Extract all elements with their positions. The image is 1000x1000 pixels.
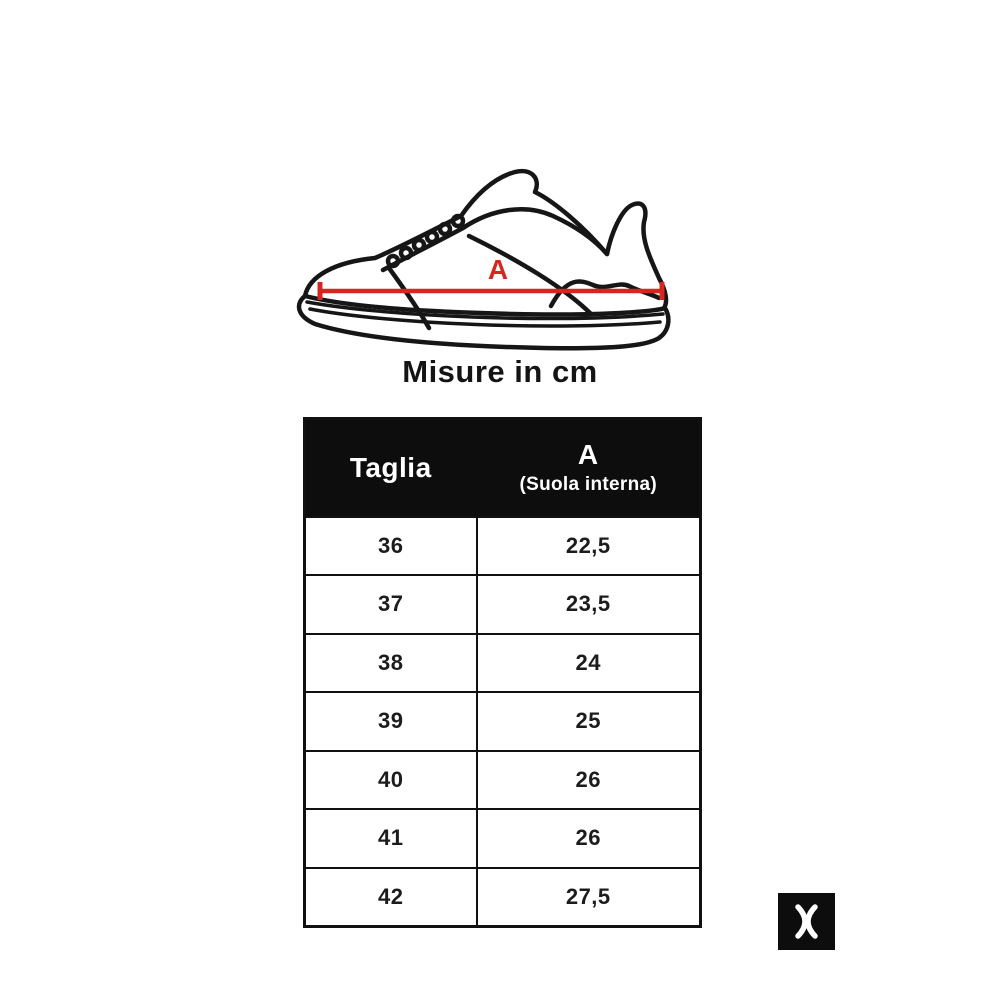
header-cell-taglia: Taglia [303,417,478,518]
figure-caption: Misure in cm [402,354,598,389]
value-cell: 27,5 [475,866,702,927]
value-cell: 24 [475,632,702,693]
shoe-diagram: A [293,158,707,360]
table-row: 41 26 [303,808,702,869]
value-cell: 25 [475,691,702,752]
table-header-row: Taglia A (Suola interna) [303,417,702,518]
value-cell: 23,5 [475,574,702,635]
value-cell: 26 [475,749,702,810]
collar-seam [460,207,610,257]
size-cell: 41 [303,808,478,869]
header-label-a: A [577,439,599,471]
measurement-arrow-label: A [488,254,508,285]
table-row: 37 23,5 [303,574,702,635]
brand-x-icon [795,904,818,939]
table-row: 39 25 [303,691,702,752]
size-cell: 38 [303,632,478,693]
table-row: 40 26 [303,749,702,810]
laces [385,213,466,269]
size-cell: 40 [303,749,478,810]
sole-welt-line-1 [305,300,665,321]
table-row: 42 27,5 [303,866,702,927]
sneaker-illustration: A [296,168,671,351]
sole-outline [296,293,671,351]
header-label-taglia: Taglia [349,451,432,483]
upper-outline [302,168,669,311]
size-cell: 39 [303,691,478,752]
measurement-arrow [317,282,665,300]
brand-logo [778,893,835,950]
toe-seam [386,265,432,331]
size-table: Taglia A (Suola interna) 36 22,5 37 23,5… [303,417,702,928]
sole-welt-line-2 [308,307,662,328]
value-cell: 26 [475,808,702,869]
value-cell: 22,5 [475,515,702,576]
header-sublabel-a: (Suola interna) [519,474,657,496]
size-cell: 42 [303,866,478,927]
table-row: 36 22,5 [303,515,702,576]
table-row: 38 24 [303,632,702,693]
size-cell: 37 [303,574,478,635]
size-cell: 36 [303,515,478,576]
header-cell-a: A (Suola interna) [475,417,702,518]
quarter-seam [466,233,594,317]
